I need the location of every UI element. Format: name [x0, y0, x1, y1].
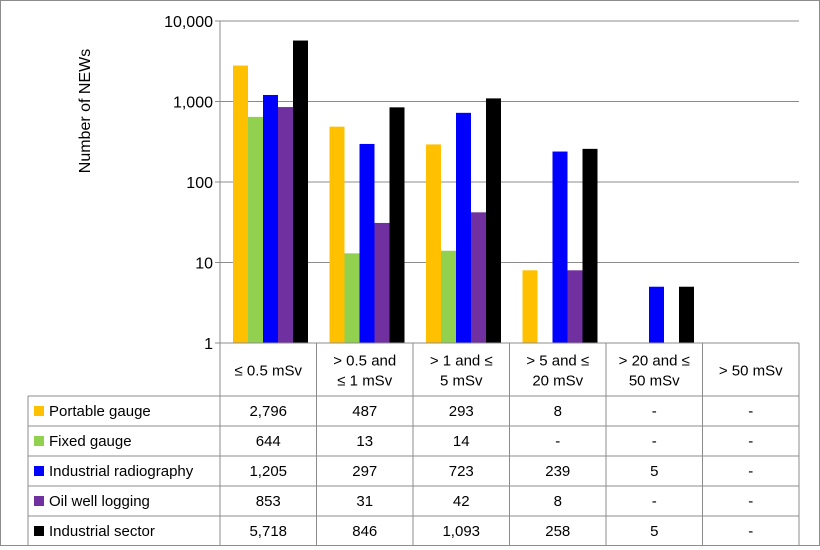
data-label: - [652, 403, 657, 420]
data-label: - [652, 493, 657, 510]
category-label: > 1 and ≤ [430, 353, 493, 370]
category-label: > 5 and ≤ [526, 353, 589, 370]
category-label: ≤ 1 mSv [337, 373, 392, 390]
category-label: 50 mSv [629, 373, 680, 390]
bar [567, 270, 583, 343]
bar [344, 253, 360, 343]
data-label: 42 [453, 493, 470, 510]
data-label: 5 [650, 523, 658, 540]
bar [426, 144, 441, 343]
data-label: 13 [356, 433, 373, 450]
bar [552, 151, 568, 343]
data-label: 846 [352, 523, 377, 540]
bar [456, 112, 471, 343]
series-name: Fixed gauge [49, 433, 132, 450]
category-label: > 20 and ≤ [619, 353, 690, 370]
bar [679, 286, 694, 343]
bar [374, 222, 390, 343]
bar [248, 116, 263, 343]
category-label: ≤ 0.5 mSv [235, 363, 303, 380]
legend-swatch [34, 436, 44, 446]
data-label: 487 [352, 403, 377, 420]
data-label: 644 [256, 433, 281, 450]
bar [329, 126, 345, 343]
category-label: 20 mSv [532, 373, 583, 390]
legend-swatch [34, 526, 44, 536]
data-table: ≤ 0.5 mSv > 0.5 and ≤ 1 mSv > 1 and ≤ 5 mSv >… [27, 342, 800, 547]
data-label: 8 [554, 403, 562, 420]
bar [441, 250, 456, 343]
data-label: 5 [650, 463, 658, 480]
bar [471, 212, 486, 343]
data-label: 1,205 [249, 463, 287, 480]
category-label: 5 mSv [440, 373, 483, 390]
series-name: Industrial radiography [49, 463, 194, 480]
y-tick-label: 10,000 [164, 14, 213, 31]
series-name: Portable gauge [49, 403, 151, 420]
bar [649, 286, 664, 343]
y-tick-label: 10 [195, 256, 213, 273]
bar [582, 148, 598, 343]
bar [233, 65, 248, 343]
data-label: 293 [449, 403, 474, 420]
data-label: 1,093 [442, 523, 480, 540]
data-label: - [652, 433, 657, 450]
y-axis-label: Number of NEWs [77, 49, 94, 173]
data-label: - [748, 403, 753, 420]
data-label: - [748, 493, 753, 510]
series-name: Industrial sector [49, 523, 155, 540]
data-label: - [748, 433, 753, 450]
data-label: 853 [256, 493, 281, 510]
bar [389, 107, 405, 344]
category-label: > 50 mSv [719, 363, 783, 380]
data-label: 239 [545, 463, 570, 480]
data-label: 14 [453, 433, 470, 450]
bar [293, 40, 308, 344]
y-tick-label: 100 [186, 175, 213, 192]
data-label: 258 [545, 523, 570, 540]
y-tick-label: 1 [204, 336, 213, 353]
data-label: - [748, 523, 753, 540]
data-label: 5,718 [249, 523, 287, 540]
axes: 1 10 100 1,000 10,000 [164, 14, 221, 353]
y-tick-label: 1,000 [173, 95, 213, 112]
data-label: - [555, 433, 560, 450]
bar [486, 98, 501, 343]
legend-swatch [34, 466, 44, 476]
legend-swatch [34, 496, 44, 506]
data-label: 723 [449, 463, 474, 480]
data-label: - [748, 463, 753, 480]
bars [233, 40, 694, 344]
bar [263, 94, 278, 343]
bar [359, 143, 375, 343]
data-label: 8 [554, 493, 562, 510]
data-label: 2,796 [249, 403, 287, 420]
legend-swatch [34, 406, 44, 416]
data-label: 297 [352, 463, 377, 480]
bar [278, 107, 293, 344]
category-label: > 0.5 and [333, 353, 396, 370]
series-name: Oil well logging [49, 493, 150, 510]
data-label: 31 [356, 493, 373, 510]
bar [522, 270, 538, 343]
